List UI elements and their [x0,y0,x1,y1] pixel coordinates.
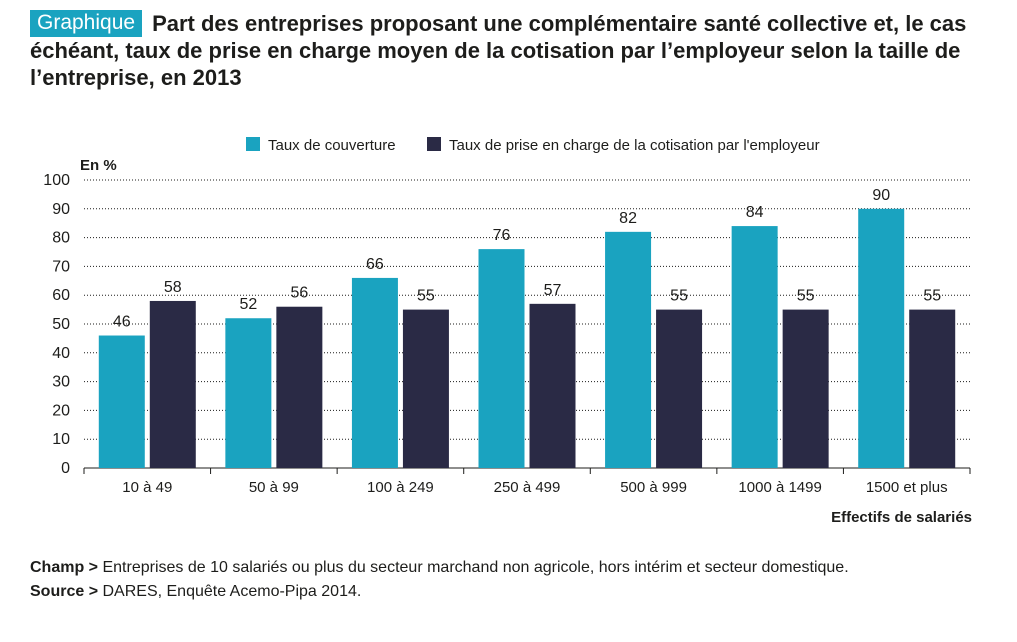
data-label: 55 [417,288,435,305]
x-tick-label: 10 à 49 [122,479,172,496]
y-axis-label: En % [80,157,117,174]
bar-prise-en-charge [782,309,829,468]
data-label: 55 [797,288,815,305]
x-axis-label: Effectifs de salariés [831,509,972,526]
bar-couverture [225,318,272,468]
bar-couverture [98,335,145,468]
x-tick-label: 250 à 499 [494,479,561,496]
legend-label-1: Taux de couverture [268,137,396,154]
data-label: 66 [366,256,384,273]
y-tick-label: 50 [52,316,70,333]
bar-prise-en-charge [402,309,449,468]
y-tick-label: 10 [52,431,70,448]
legend-swatch-1 [246,137,260,151]
data-label: 57 [544,282,562,299]
y-tick-label: 40 [52,345,70,362]
data-label: 76 [493,227,511,244]
data-label: 84 [746,204,764,221]
data-label: 52 [239,296,257,313]
x-tick-label: 50 à 99 [249,479,299,496]
x-tick-label: 100 à 249 [367,479,434,496]
source-note: Source > DARES, Enquête Acemo-Pipa 2014. [30,580,849,604]
champ-label: Champ > [30,559,99,576]
y-tick-label: 20 [52,402,70,419]
source-label: Source > [30,583,99,600]
y-tick-label: 0 [61,460,70,477]
champ-note: Champ > Entreprises de 10 salariés ou pl… [30,556,849,580]
y-tick-label: 100 [43,172,70,189]
bar-couverture [351,277,398,468]
bar-couverture [858,208,905,469]
data-label: 55 [670,288,688,305]
legend-label-2: Taux de prise en charge de la cotisation… [449,137,820,154]
source-text: DARES, Enquête Acemo-Pipa 2014. [102,583,362,600]
title-block: Graphique Part des entreprises proposant … [30,10,990,91]
data-label: 46 [113,314,131,331]
bar-couverture [605,231,652,468]
y-tick-label: 60 [52,287,70,304]
x-tick-label: 1000 à 1499 [738,479,821,496]
y-tick-label: 30 [52,374,70,391]
bar-prise-en-charge [149,300,196,468]
footnotes: Champ > Entreprises de 10 salariés ou pl… [30,556,849,604]
chart-title: Part des entreprises proposant une compl… [30,11,967,90]
y-tick-label: 90 [52,201,70,218]
y-tick-label: 70 [52,258,70,275]
graphique-tag: Graphique [30,10,143,37]
bar-prise-en-charge [909,309,956,468]
data-label: 56 [290,285,308,302]
x-tick-label: 1500 et plus [866,479,948,496]
bar-couverture [731,226,778,468]
champ-text: Entreprises de 10 salariés ou plus du se… [102,559,849,576]
x-tick-label: 500 à 999 [620,479,687,496]
data-label: 82 [619,210,637,227]
y-tick-label: 80 [52,230,70,247]
data-label: 58 [164,279,182,296]
bar-couverture [478,249,525,468]
bar-prise-en-charge [656,309,703,468]
data-label: 90 [872,187,890,204]
bar-prise-en-charge [276,306,323,468]
data-label: 55 [923,288,941,305]
legend-swatch-2 [427,137,441,151]
bar-prise-en-charge [529,303,576,468]
